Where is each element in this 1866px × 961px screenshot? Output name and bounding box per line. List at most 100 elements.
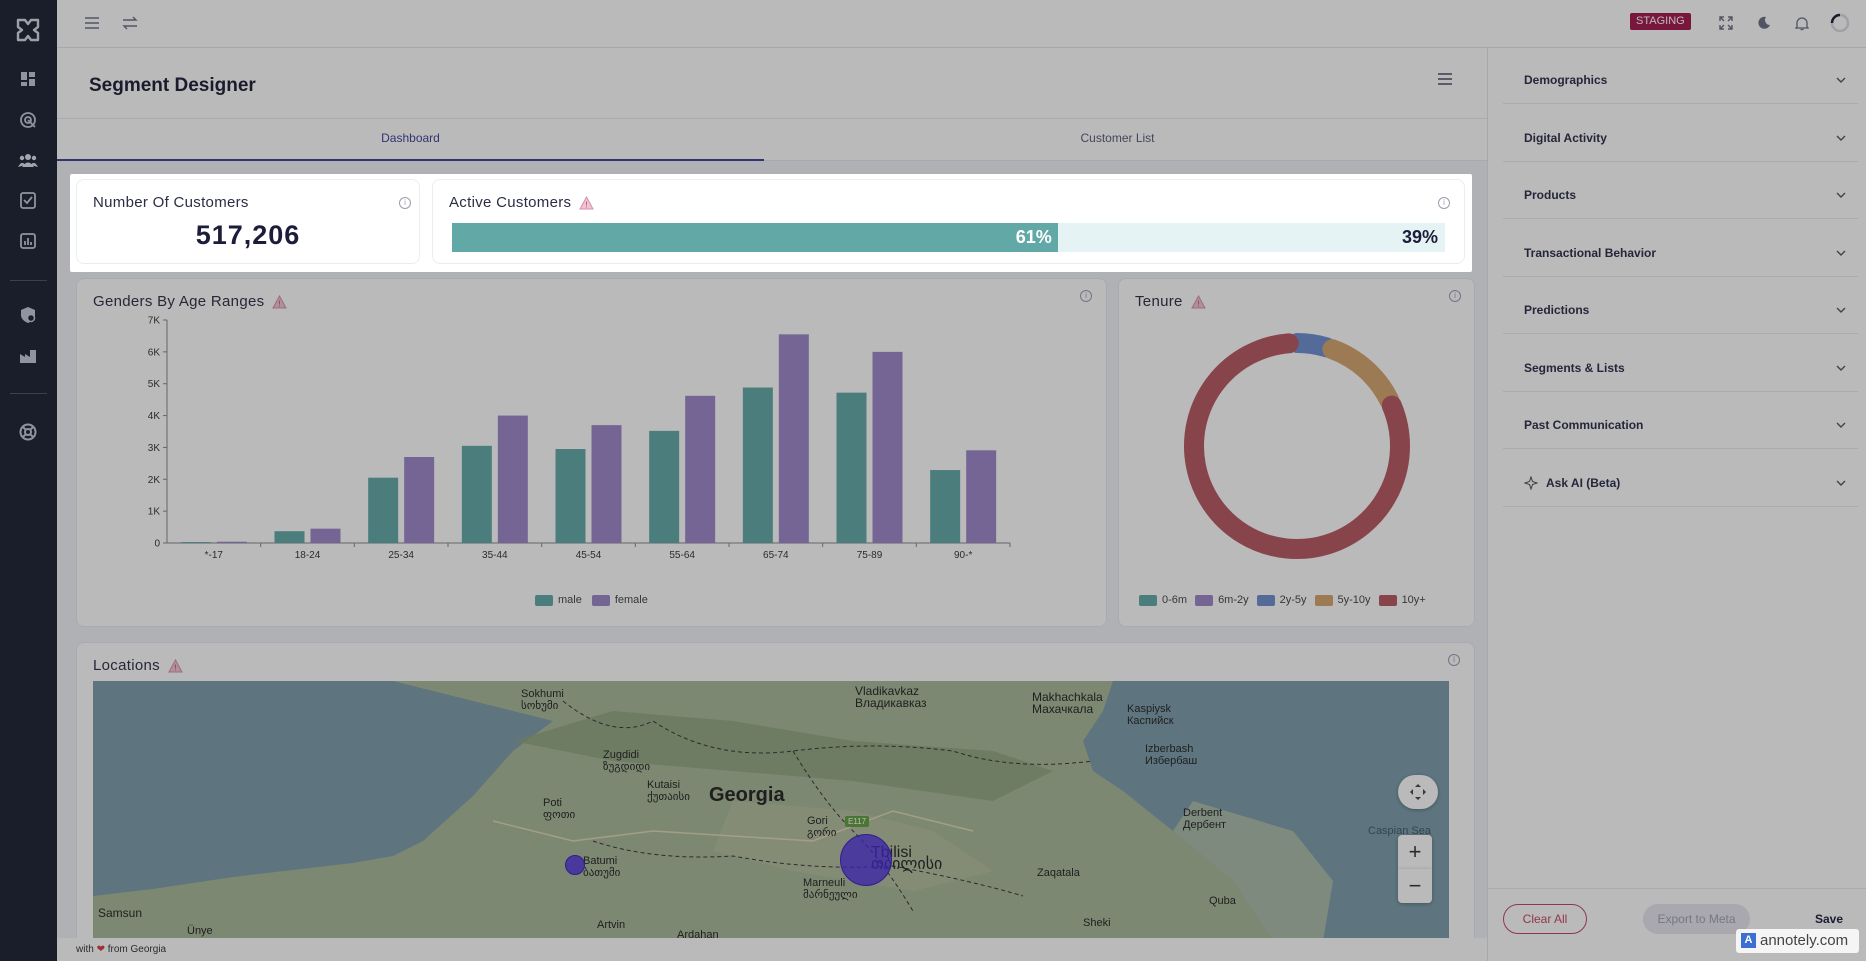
switch-arrows-icon[interactable] — [117, 10, 143, 36]
accordion-ask-ai[interactable]: Ask AI (Beta) — [1503, 459, 1858, 507]
bar-female — [310, 528, 341, 543]
heart-icon: ❤ — [96, 944, 105, 955]
legend-item-5y-10y[interactable]: 5y-10y — [1314, 594, 1371, 606]
accordion-digital-activity[interactable]: Digital Activity — [1503, 114, 1858, 162]
locations-map[interactable]: Sokhumi სოხუმი Vladikavkaz Владикавказ Mak… — [93, 681, 1449, 938]
filters-panel: Demographics Digital Activity Products T… — [1487, 48, 1866, 961]
map-label: Gori გორი — [807, 815, 837, 839]
x-tick-label: 65-74 — [763, 550, 789, 561]
accordion-segments-lists[interactable]: Segments & Lists — [1503, 344, 1858, 392]
warning-icon[interactable]: ! — [1190, 294, 1206, 309]
page-title: Segment Designer — [89, 75, 256, 96]
road-badge: E117 — [845, 816, 870, 827]
warning-icon[interactable]: ! — [579, 195, 595, 210]
page-tabs: Dashboard Customer List — [57, 119, 1487, 161]
active-bar-fill — [452, 223, 1058, 252]
clear-all-button[interactable]: Clear All — [1503, 904, 1587, 934]
bar-male — [930, 470, 961, 543]
map-recenter-button[interactable] — [1398, 775, 1438, 809]
map-terrain — [93, 681, 1449, 938]
accordion-label: Digital Activity — [1524, 131, 1607, 145]
info-icon[interactable]: i — [1449, 290, 1461, 302]
svg-text:!: ! — [278, 299, 282, 308]
support-icon[interactable] — [16, 420, 40, 444]
notifications-bell-icon[interactable] — [1789, 10, 1815, 36]
legend-item-2y-5y[interactable]: 2y-5y — [1256, 594, 1307, 606]
map-label: Izberbash Избербаш — [1145, 743, 1198, 767]
map-marker-batumi[interactable] — [565, 855, 585, 875]
donut-slice-5y-10y — [1322, 339, 1400, 410]
bar-female — [404, 456, 435, 543]
chevron-down-icon — [1836, 307, 1846, 313]
dashboard-icon[interactable] — [16, 67, 40, 91]
segments-icon[interactable] — [16, 148, 40, 172]
card-title: Active Customers ! — [449, 194, 595, 211]
legend-label: 5y-10y — [1337, 594, 1371, 606]
map-zoom-out-button[interactable]: − — [1398, 869, 1432, 903]
x-tick-label: 45-54 — [576, 550, 602, 561]
dark-mode-icon[interactable] — [1751, 10, 1777, 36]
warning-icon[interactable]: ! — [272, 294, 288, 309]
info-icon[interactable]: i — [1448, 654, 1460, 666]
customers-card-title: Number Of Customers — [93, 194, 249, 211]
warning-icon[interactable]: ! — [168, 658, 183, 673]
integrations-icon[interactable] — [16, 344, 40, 368]
info-icon[interactable]: i — [1438, 197, 1450, 209]
accordion-label: Transactional Behavior — [1524, 246, 1657, 260]
map-label: Zugdidi ზუგდიდი — [603, 749, 651, 773]
legend-item-10y-plus[interactable]: 10y+ — [1378, 594, 1426, 606]
app-logo-icon[interactable] — [12, 14, 44, 46]
bar-male — [836, 392, 867, 543]
export-to-meta-button[interactable]: Export to Meta — [1643, 904, 1750, 934]
accordion-label: Predictions — [1524, 303, 1590, 317]
map-marker-tbilisi[interactable] — [840, 834, 892, 886]
tab-dashboard[interactable]: Dashboard — [57, 119, 764, 161]
chevron-down-icon — [1836, 192, 1846, 198]
tab-customer-list[interactable]: Customer List — [1080, 131, 1155, 145]
hamburger-menu-icon[interactable] — [79, 10, 105, 36]
staging-badge: STAGING — [1630, 13, 1691, 30]
legend-item-6m-2y[interactable]: 6m-2y — [1195, 594, 1249, 606]
accordion-label: Segments & Lists — [1524, 361, 1625, 375]
accordion-predictions[interactable]: Predictions — [1503, 286, 1858, 334]
bar-male — [742, 387, 773, 543]
map-label: Sheki — [1083, 917, 1111, 929]
active-card-title: Active Customers — [449, 194, 572, 211]
legend-label: 10y+ — [1401, 594, 1426, 606]
reports-icon[interactable] — [16, 229, 40, 253]
legend-item-female[interactable]: female — [591, 594, 648, 606]
bar-female — [966, 450, 997, 543]
y-tick-label: 5K — [148, 379, 161, 390]
annotely-watermark: A annotely.com — [1736, 929, 1859, 953]
map-label: Ünye — [187, 925, 213, 937]
svg-text:!: ! — [1196, 299, 1200, 308]
campaigns-icon[interactable] — [16, 188, 40, 212]
accordion-demographics[interactable]: Demographics — [1503, 56, 1858, 104]
map-label: Marneuli მარნეული — [803, 877, 858, 901]
accordion-products[interactable]: Products — [1503, 171, 1858, 219]
map-zoom-in-button[interactable]: + — [1398, 835, 1432, 869]
map-label: Vladikavkaz Владикавказ — [855, 684, 927, 710]
legend-item-0-6m[interactable]: 0-6m — [1139, 594, 1187, 606]
fullscreen-icon[interactable] — [1713, 10, 1739, 36]
watermark-text: annotely.com — [1760, 932, 1849, 949]
map-label: Zaqatala — [1037, 867, 1080, 879]
radar-icon[interactable] — [16, 108, 40, 132]
bar-female — [872, 351, 903, 543]
bar-female — [497, 415, 528, 543]
info-icon[interactable]: i — [399, 197, 411, 209]
page-menu-icon[interactable] — [1437, 72, 1459, 92]
accordion-transactional-behavior[interactable]: Transactional Behavior — [1503, 229, 1858, 277]
map-label: Kaspiysk Каспийск — [1127, 703, 1174, 727]
footer-text-before: with — [76, 944, 94, 955]
bar-male — [180, 542, 211, 543]
legend-item-male[interactable]: male — [535, 594, 582, 606]
accordion-past-communication[interactable]: Past Communication — [1503, 401, 1858, 449]
info-icon[interactable]: i — [1080, 290, 1092, 302]
footer-text-after: from Georgia — [107, 944, 167, 955]
chevron-down-icon — [1836, 480, 1846, 486]
data-security-icon[interactable] — [16, 303, 40, 327]
save-button[interactable]: Save — [1815, 912, 1844, 926]
x-tick-label: *-17 — [205, 550, 224, 561]
map-label: Derbent Дербент — [1183, 807, 1227, 831]
